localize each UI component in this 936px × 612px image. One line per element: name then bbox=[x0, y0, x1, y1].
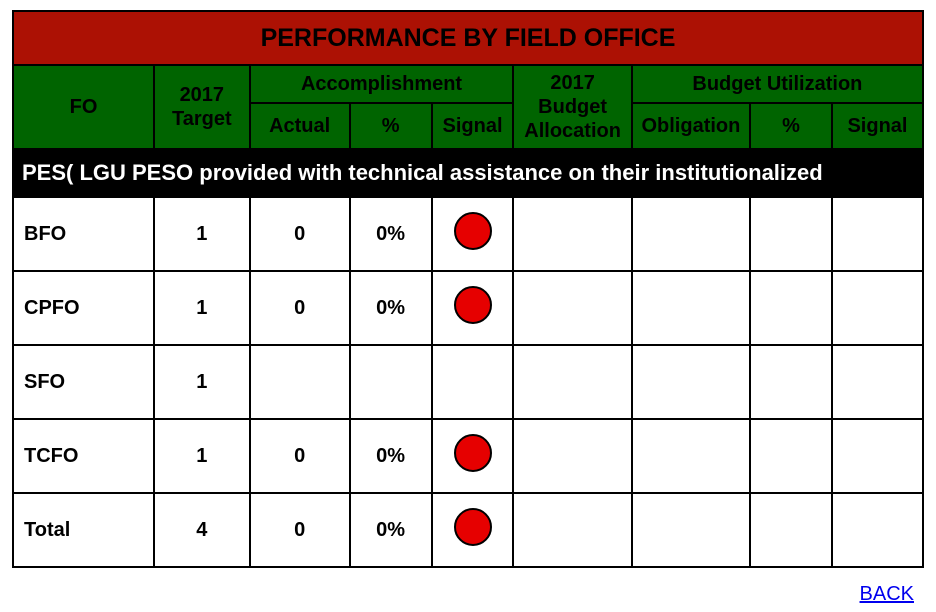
cell-pct2 bbox=[750, 493, 832, 567]
cell-signal bbox=[432, 197, 514, 271]
col-budget-allocation-label: 2017 Budget Allocation bbox=[524, 72, 621, 142]
cell-signal2 bbox=[832, 493, 923, 567]
cell-signal bbox=[432, 271, 514, 345]
table-row: TCFO 1 0 0% bbox=[13, 419, 923, 493]
cell-pct: 0% bbox=[350, 271, 432, 345]
title-row: PERFORMANCE BY FIELD OFFICE bbox=[13, 11, 923, 65]
cell-actual: 0 bbox=[250, 419, 350, 493]
signal-dot-icon bbox=[454, 434, 492, 472]
cell-alloc bbox=[513, 271, 631, 345]
signal-dot-icon bbox=[454, 212, 492, 250]
col-target: 2017 Target bbox=[154, 65, 250, 149]
section-label: PES( LGU PESO provided with technical as… bbox=[13, 149, 923, 197]
cell-pct2 bbox=[750, 419, 832, 493]
signal-dot-icon bbox=[454, 286, 492, 324]
table-row: Total 4 0 0% bbox=[13, 493, 923, 567]
cell-target: 1 bbox=[154, 197, 250, 271]
cell-actual: 0 bbox=[250, 271, 350, 345]
cell-actual bbox=[250, 345, 350, 419]
cell-oblig bbox=[632, 271, 750, 345]
cell-alloc bbox=[513, 345, 631, 419]
cell-signal2 bbox=[832, 271, 923, 345]
back-link[interactable]: BACK bbox=[860, 583, 914, 606]
cell-signal2 bbox=[832, 197, 923, 271]
cell-fo: CPFO bbox=[13, 271, 154, 345]
col-pct2: % bbox=[750, 103, 832, 149]
table-title: PERFORMANCE BY FIELD OFFICE bbox=[13, 11, 923, 65]
header-row-1: FO 2017 Target Accomplishment 2017 Budge… bbox=[13, 65, 923, 103]
signal-dot-icon bbox=[454, 508, 492, 546]
cell-alloc bbox=[513, 419, 631, 493]
cell-target: 4 bbox=[154, 493, 250, 567]
cell-pct: 0% bbox=[350, 419, 432, 493]
cell-pct bbox=[350, 345, 432, 419]
cell-target: 1 bbox=[154, 271, 250, 345]
performance-table: PERFORMANCE BY FIELD OFFICE FO 2017 Targ… bbox=[12, 10, 924, 568]
cell-fo: SFO bbox=[13, 345, 154, 419]
col-signal2: Signal bbox=[832, 103, 923, 149]
cell-signal2 bbox=[832, 345, 923, 419]
col-fo: FO bbox=[13, 65, 154, 149]
col-actual: Actual bbox=[250, 103, 350, 149]
cell-signal2 bbox=[832, 419, 923, 493]
cell-pct: 0% bbox=[350, 493, 432, 567]
cell-actual: 0 bbox=[250, 493, 350, 567]
cell-alloc bbox=[513, 197, 631, 271]
col-budget-utilization-group: Budget Utilization bbox=[632, 65, 923, 103]
cell-fo: BFO bbox=[13, 197, 154, 271]
col-budget-allocation: 2017 Budget Allocation bbox=[513, 65, 631, 149]
cell-oblig bbox=[632, 419, 750, 493]
cell-fo: Total bbox=[13, 493, 154, 567]
cell-signal bbox=[432, 345, 514, 419]
cell-fo: TCFO bbox=[13, 419, 154, 493]
cell-oblig bbox=[632, 197, 750, 271]
table-row: BFO 1 0 0% bbox=[13, 197, 923, 271]
cell-signal bbox=[432, 419, 514, 493]
cell-pct2 bbox=[750, 345, 832, 419]
page-root: PERFORMANCE BY FIELD OFFICE FO 2017 Targ… bbox=[0, 0, 936, 612]
col-obligation: Obligation bbox=[632, 103, 750, 149]
cell-pct2 bbox=[750, 271, 832, 345]
col-pct: % bbox=[350, 103, 432, 149]
table-row: CPFO 1 0 0% bbox=[13, 271, 923, 345]
cell-oblig bbox=[632, 345, 750, 419]
cell-target: 1 bbox=[154, 419, 250, 493]
cell-oblig bbox=[632, 493, 750, 567]
col-signal: Signal bbox=[432, 103, 514, 149]
cell-pct2 bbox=[750, 197, 832, 271]
section-row: PES( LGU PESO provided with technical as… bbox=[13, 149, 923, 197]
table-row: SFO 1 bbox=[13, 345, 923, 419]
col-target-label: 2017 Target bbox=[172, 84, 232, 130]
cell-pct: 0% bbox=[350, 197, 432, 271]
cell-alloc bbox=[513, 493, 631, 567]
cell-actual: 0 bbox=[250, 197, 350, 271]
cell-target: 1 bbox=[154, 345, 250, 419]
col-accomplishment-group: Accomplishment bbox=[250, 65, 514, 103]
cell-signal bbox=[432, 493, 514, 567]
